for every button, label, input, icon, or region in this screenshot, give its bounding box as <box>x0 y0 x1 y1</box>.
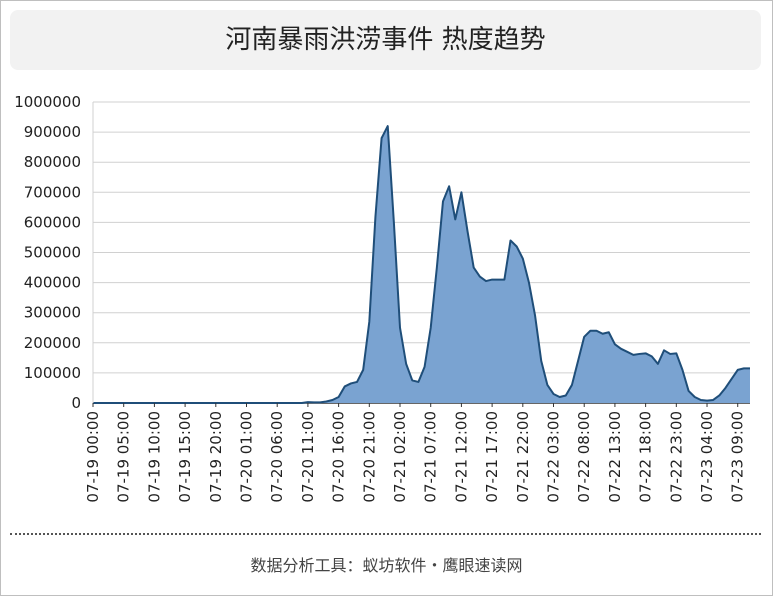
x-tick-label: 07-20 01:00 <box>238 411 256 503</box>
y-tick-label: 1000000 <box>14 93 81 111</box>
trend-chart: 0 100000 200000 300000 400000 500000 600000 700… <box>14 93 750 503</box>
title-banner: 河南暴雨洪涝事件 热度趋势 <box>10 10 761 70</box>
y-tick-label: 400000 <box>24 274 81 292</box>
y-tick-label: 500000 <box>24 244 81 262</box>
series-area <box>93 126 750 403</box>
x-tick-label: 07-21 12:00 <box>452 411 470 503</box>
chart-title: 河南暴雨洪涝事件 热度趋势 <box>225 25 546 55</box>
x-tick-label: 07-19 20:00 <box>207 411 225 503</box>
x-tick-label: 07-22 08:00 <box>575 411 593 503</box>
x-tick-label: 07-22 13:00 <box>606 411 624 503</box>
x-tick-label: 07-21 22:00 <box>514 411 532 503</box>
x-tick-label: 07-23 09:00 <box>729 411 747 503</box>
x-tick-label: 07-22 18:00 <box>637 411 655 503</box>
x-tick-label: 07-22 23:00 <box>667 411 685 503</box>
footer-source: 数据分析工具：蚁坊软件・鹰眼速读网 <box>250 556 523 575</box>
x-tick-label: 07-20 11:00 <box>299 411 317 503</box>
y-tick-label: 0 <box>71 394 81 412</box>
x-tick-label: 07-21 07:00 <box>422 411 440 503</box>
x-tick-label: 07-21 17:00 <box>483 411 501 503</box>
y-tick-label: 200000 <box>24 334 81 352</box>
y-tick-label: 100000 <box>24 364 81 382</box>
footer-divider <box>10 533 761 535</box>
y-tick-label: 300000 <box>24 304 81 322</box>
x-tick-label: 07-22 03:00 <box>545 411 563 503</box>
x-tick-label: 07-21 02:00 <box>391 411 409 503</box>
x-tick-label: 07-19 00:00 <box>84 411 102 503</box>
x-tick-label: 07-19 10:00 <box>145 411 163 503</box>
y-tick-label: 800000 <box>24 153 81 171</box>
x-tick-label: 07-19 15:00 <box>176 411 194 503</box>
y-tick-label: 700000 <box>24 183 81 201</box>
x-tick-label: 07-19 05:00 <box>115 411 133 503</box>
x-tick-label: 07-23 04:00 <box>698 411 716 503</box>
x-tick-label: 07-20 21:00 <box>360 411 378 503</box>
y-tick-label: 900000 <box>24 123 81 141</box>
y-tick-label: 600000 <box>24 213 81 231</box>
x-tick-label: 07-20 16:00 <box>330 411 348 503</box>
series-line <box>93 125 750 404</box>
x-tick-label: 07-20 06:00 <box>268 411 286 503</box>
